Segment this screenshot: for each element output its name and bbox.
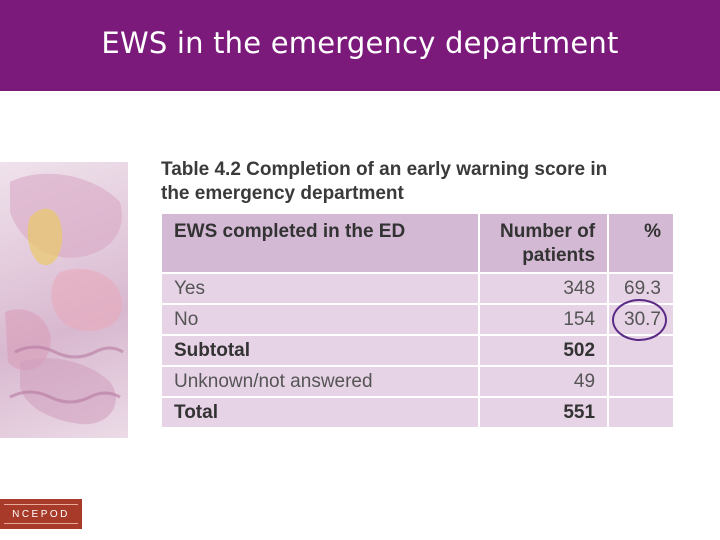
row-label: Yes bbox=[160, 272, 480, 305]
table-row: Unknown/not answered 49 bbox=[160, 365, 675, 398]
logo-bottom-rule bbox=[4, 523, 78, 524]
anatomy-illustration bbox=[5, 173, 124, 425]
table-caption: Table 4.2 Completion of an early warning… bbox=[161, 158, 681, 206]
table-caption-line1: Table 4.2 Completion of an early warning… bbox=[161, 159, 608, 180]
row-percent bbox=[607, 334, 675, 367]
row-label: Unknown/not answered bbox=[160, 365, 480, 398]
row-label: No bbox=[160, 303, 480, 336]
table-row: Total 551 bbox=[160, 396, 675, 429]
slide-title: EWS in the emergency department bbox=[101, 26, 619, 60]
header-number-of-patients: Number of patients bbox=[477, 212, 610, 274]
highlight-circle bbox=[612, 299, 667, 341]
row-count: 49 bbox=[477, 365, 610, 398]
table-header-row: EWS completed in the ED Number of patien… bbox=[160, 212, 675, 274]
header-count-line1: Number of bbox=[500, 221, 596, 242]
header-ews-completed: EWS completed in the ED bbox=[160, 212, 480, 274]
ncepod-logo: NCEPOD bbox=[0, 499, 82, 529]
table-row: Yes 348 69.3 bbox=[160, 272, 675, 305]
row-count: 154 bbox=[477, 303, 610, 336]
header-percent: % bbox=[607, 212, 675, 274]
row-count: 502 bbox=[477, 334, 610, 367]
anatomy-background-image bbox=[0, 162, 128, 438]
row-count: 348 bbox=[477, 272, 610, 305]
table-row: No 154 30.7 bbox=[160, 303, 675, 336]
table-row: Subtotal 502 bbox=[160, 334, 675, 367]
logo-top-rule bbox=[4, 504, 78, 505]
row-count: 551 bbox=[477, 396, 610, 429]
row-percent bbox=[607, 365, 675, 398]
slide-header: EWS in the emergency department bbox=[0, 0, 720, 91]
row-label: Total bbox=[160, 396, 480, 429]
row-percent bbox=[607, 396, 675, 429]
row-label: Subtotal bbox=[160, 334, 480, 367]
header-count-line2: patients bbox=[522, 245, 596, 266]
logo-text: NCEPOD bbox=[12, 508, 70, 520]
table-caption-line2: the emergency department bbox=[161, 183, 404, 204]
ews-completion-table: EWS completed in the ED Number of patien… bbox=[160, 212, 675, 429]
